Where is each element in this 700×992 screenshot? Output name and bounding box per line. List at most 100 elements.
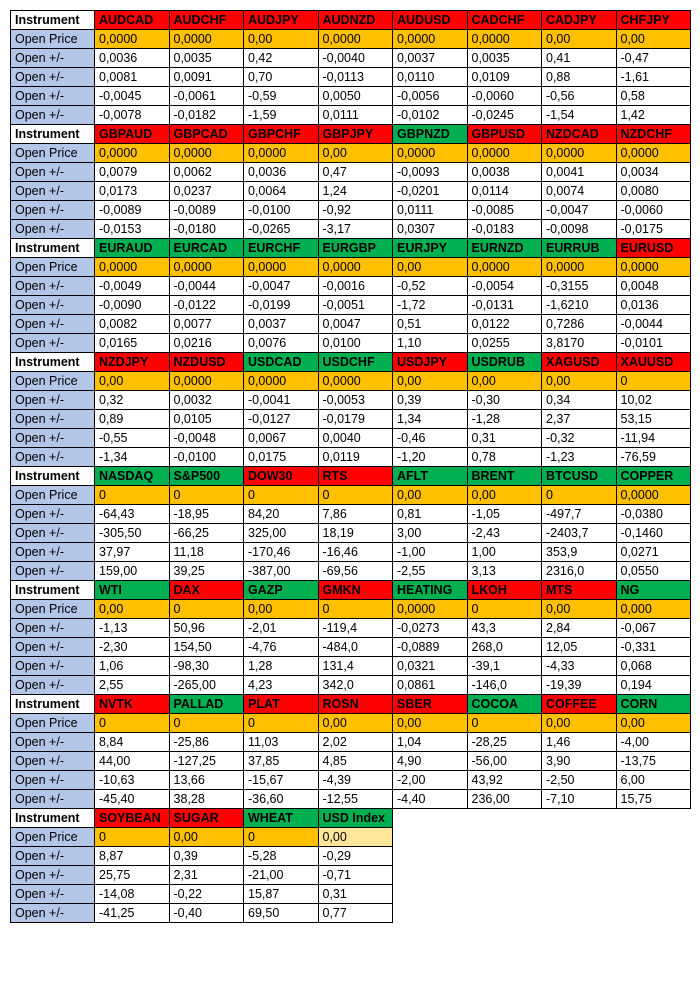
data-cell: 0,0040 bbox=[318, 429, 393, 448]
open-price-cell: 0 bbox=[244, 714, 319, 733]
data-cell: 0,0255 bbox=[467, 334, 542, 353]
row-label-instrument: Instrument bbox=[11, 239, 95, 258]
instrument-header: NZDCAD bbox=[542, 125, 617, 144]
data-cell: -16,46 bbox=[318, 543, 393, 562]
data-cell: 43,3 bbox=[467, 619, 542, 638]
data-cell: -0,22 bbox=[169, 885, 244, 904]
instrument-header: SOYBEAN bbox=[95, 809, 170, 828]
data-cell: 8,84 bbox=[95, 733, 170, 752]
data-cell: 1,46 bbox=[542, 733, 617, 752]
data-cell: 0,0111 bbox=[393, 201, 468, 220]
row-label-open-pm: Open +/- bbox=[11, 619, 95, 638]
data-cell: 0,0111 bbox=[318, 106, 393, 125]
open-price-cell: 0 bbox=[467, 600, 542, 619]
open-price-cell: 0,0000 bbox=[318, 258, 393, 277]
data-cell: -1,28 bbox=[467, 410, 542, 429]
open-price-cell: 0,00 bbox=[244, 600, 319, 619]
data-cell: -0,331 bbox=[616, 638, 691, 657]
open-price-cell: 0,00 bbox=[616, 30, 691, 49]
data-cell: 43,92 bbox=[467, 771, 542, 790]
data-cell: -15,67 bbox=[244, 771, 319, 790]
row-label-open-pm: Open +/- bbox=[11, 182, 95, 201]
data-cell: -2,43 bbox=[467, 524, 542, 543]
instrument-header: XAUUSD bbox=[616, 353, 691, 372]
data-cell: -76,59 bbox=[616, 448, 691, 467]
open-price-cell: 0,00 bbox=[393, 486, 468, 505]
instrument-header: CORN bbox=[616, 695, 691, 714]
data-cell: 0,47 bbox=[318, 163, 393, 182]
instrument-header: AUDNZD bbox=[318, 11, 393, 30]
data-cell: -387,00 bbox=[244, 562, 319, 581]
instrument-header: USD Index bbox=[318, 809, 393, 828]
data-cell: 2,31 bbox=[169, 866, 244, 885]
open-price-cell: 0,00 bbox=[467, 372, 542, 391]
row-label-instrument: Instrument bbox=[11, 695, 95, 714]
instrument-header: AUDCHF bbox=[169, 11, 244, 30]
data-cell: 0,0048 bbox=[616, 277, 691, 296]
data-cell: 1,00 bbox=[467, 543, 542, 562]
data-cell: -2,30 bbox=[95, 638, 170, 657]
data-cell: -4,33 bbox=[542, 657, 617, 676]
data-cell: -12,55 bbox=[318, 790, 393, 809]
open-price-cell: 0,0000 bbox=[467, 144, 542, 163]
instrument-header: CADJPY bbox=[542, 11, 617, 30]
data-cell: 84,20 bbox=[244, 505, 319, 524]
data-cell: -1,59 bbox=[244, 106, 319, 125]
data-cell: 69,50 bbox=[244, 904, 319, 923]
data-cell: -0,71 bbox=[318, 866, 393, 885]
data-cell: 4,90 bbox=[393, 752, 468, 771]
data-cell: -0,0182 bbox=[169, 106, 244, 125]
data-cell: 1,42 bbox=[616, 106, 691, 125]
data-cell: -0,59 bbox=[244, 87, 319, 106]
data-cell: -0,0054 bbox=[467, 277, 542, 296]
data-cell: -497,7 bbox=[542, 505, 617, 524]
data-cell: 0,32 bbox=[95, 391, 170, 410]
data-cell: 325,00 bbox=[244, 524, 319, 543]
instrument-header: NASDAQ bbox=[95, 467, 170, 486]
data-cell: -0,46 bbox=[393, 429, 468, 448]
instrument-header: HEATING bbox=[393, 581, 468, 600]
instrument-header: NZDUSD bbox=[169, 353, 244, 372]
data-cell: 0,39 bbox=[393, 391, 468, 410]
row-label-open-pm: Open +/- bbox=[11, 315, 95, 334]
data-cell: 0,0861 bbox=[393, 676, 468, 695]
instrument-header: BTCUSD bbox=[542, 467, 617, 486]
data-cell: 0,0050 bbox=[318, 87, 393, 106]
open-price-cell: 0,00 bbox=[318, 714, 393, 733]
data-cell: 1,10 bbox=[393, 334, 468, 353]
data-cell: -0,0100 bbox=[244, 201, 319, 220]
data-cell: -0,0131 bbox=[467, 296, 542, 315]
open-price-cell: 0,0000 bbox=[169, 144, 244, 163]
open-price-cell: 0 bbox=[169, 486, 244, 505]
data-cell: -2403,7 bbox=[542, 524, 617, 543]
data-cell: -265,00 bbox=[169, 676, 244, 695]
instrument-header: DOW30 bbox=[244, 467, 319, 486]
data-cell: 15,75 bbox=[616, 790, 691, 809]
data-cell: -98,30 bbox=[169, 657, 244, 676]
instrument-header: USDRUB bbox=[467, 353, 542, 372]
data-cell: 2316,0 bbox=[542, 562, 617, 581]
instrument-header: AFLT bbox=[393, 467, 468, 486]
data-cell: -41,25 bbox=[95, 904, 170, 923]
instrument-header: WTI bbox=[95, 581, 170, 600]
data-cell: -5,28 bbox=[244, 847, 319, 866]
data-cell: 0,39 bbox=[169, 847, 244, 866]
data-cell: -127,25 bbox=[169, 752, 244, 771]
data-cell: 44,00 bbox=[95, 752, 170, 771]
row-label-open-pm: Open +/- bbox=[11, 391, 95, 410]
instrument-header: USDJPY bbox=[393, 353, 468, 372]
data-cell: 39,25 bbox=[169, 562, 244, 581]
row-label-open-pm: Open +/- bbox=[11, 334, 95, 353]
instrument-header: GBPUSD bbox=[467, 125, 542, 144]
data-cell: -64,43 bbox=[95, 505, 170, 524]
row-label-open-price: Open Price bbox=[11, 600, 95, 619]
data-cell: -0,92 bbox=[318, 201, 393, 220]
row-label-open-pm: Open +/- bbox=[11, 163, 95, 182]
row-label-open-pm: Open +/- bbox=[11, 410, 95, 429]
instrument-header: CADCHF bbox=[467, 11, 542, 30]
data-cell: -0,0889 bbox=[393, 638, 468, 657]
data-cell: 0,0077 bbox=[169, 315, 244, 334]
data-cell: -1,61 bbox=[616, 68, 691, 87]
data-cell: -2,01 bbox=[244, 619, 319, 638]
data-cell: 0,0175 bbox=[244, 448, 319, 467]
